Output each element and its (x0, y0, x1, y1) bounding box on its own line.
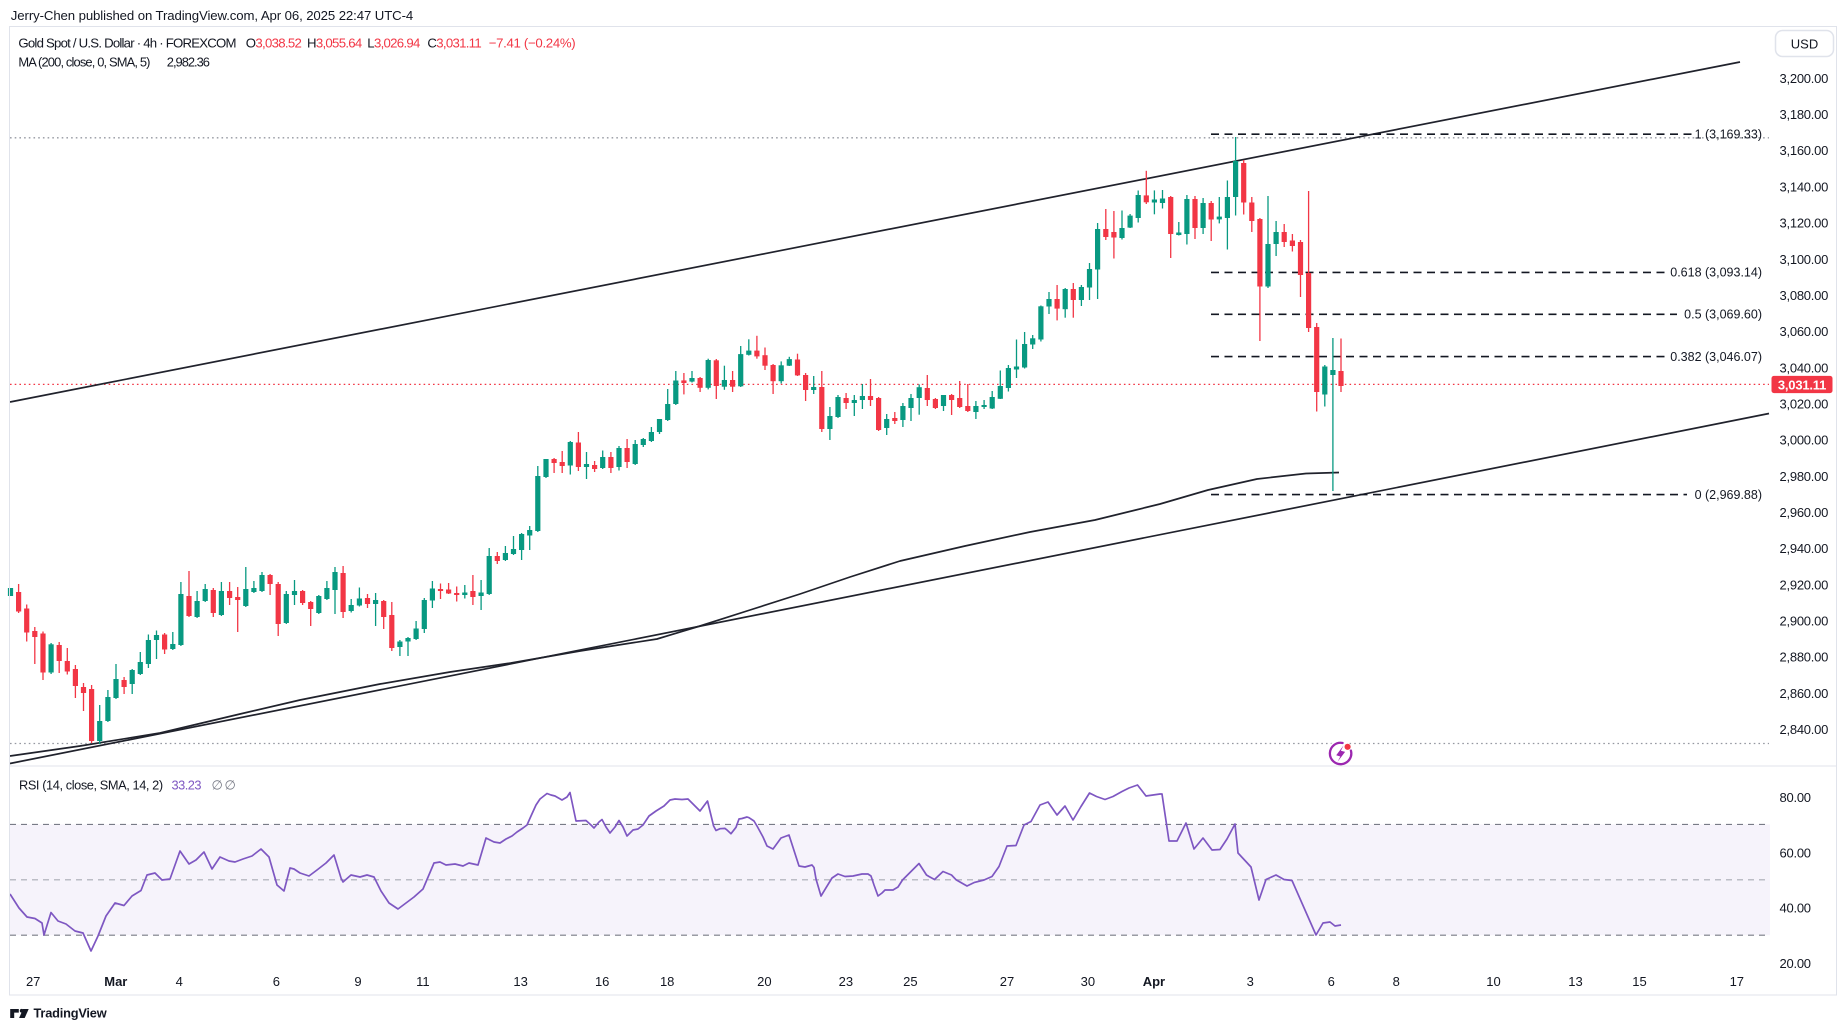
svg-text:27: 27 (1000, 974, 1014, 989)
svg-text:3,080.00: 3,080.00 (1780, 288, 1829, 303)
svg-text:3,100.00: 3,100.00 (1780, 252, 1829, 267)
svg-text:27: 27 (26, 974, 40, 989)
svg-text:2,980.00: 2,980.00 (1780, 469, 1829, 484)
svg-text:17: 17 (1730, 974, 1744, 989)
svg-text:2,880.00: 2,880.00 (1780, 650, 1829, 665)
svg-text:3,020.00: 3,020.00 (1780, 396, 1829, 411)
svg-text:4: 4 (176, 974, 183, 989)
svg-text:13: 13 (513, 974, 527, 989)
svg-text:2,840.00: 2,840.00 (1780, 722, 1829, 737)
svg-text:25: 25 (903, 974, 917, 989)
svg-text:L3,026.94: L3,026.94 (367, 35, 420, 50)
svg-text:33.23: 33.23 (172, 778, 202, 793)
svg-text:3: 3 (1247, 974, 1254, 989)
svg-text:18: 18 (660, 974, 674, 989)
svg-text:0.618 (3,093.14): 0.618 (3,093.14) (1670, 266, 1762, 280)
svg-text:20: 20 (757, 974, 771, 989)
svg-text:20.00: 20.00 (1780, 956, 1811, 971)
svg-text:6: 6 (1328, 974, 1335, 989)
svg-text:0.382 (3,046.07): 0.382 (3,046.07) (1670, 350, 1762, 364)
svg-text:23: 23 (839, 974, 853, 989)
svg-text:O3,038.52: O3,038.52 (246, 35, 302, 50)
svg-text:3,140.00: 3,140.00 (1780, 179, 1829, 194)
svg-text:3,120.00: 3,120.00 (1780, 216, 1829, 231)
svg-text:C3,031.11: C3,031.11 (427, 35, 481, 50)
svg-text:6: 6 (273, 974, 280, 989)
svg-text:−7.41 (−0.24%): −7.41 (−0.24%) (489, 35, 576, 50)
svg-text:2,860.00: 2,860.00 (1780, 686, 1829, 701)
svg-text:RSI (14, close, SMA, 14, 2): RSI (14, close, SMA, 14, 2) (19, 778, 163, 793)
svg-text:3,160.00: 3,160.00 (1780, 143, 1829, 158)
svg-text:15: 15 (1632, 974, 1646, 989)
svg-text:10: 10 (1486, 974, 1500, 989)
svg-text:∅: ∅ (212, 778, 223, 793)
svg-text:2,920.00: 2,920.00 (1780, 577, 1829, 592)
svg-text:2,982.36: 2,982.36 (167, 54, 210, 69)
svg-text:3,060.00: 3,060.00 (1780, 324, 1829, 339)
svg-text:∅: ∅ (225, 778, 236, 793)
svg-text:80.00: 80.00 (1780, 790, 1811, 805)
svg-text:2,900.00: 2,900.00 (1780, 614, 1829, 629)
svg-text:16: 16 (595, 974, 609, 989)
svg-text:H3,055.64: H3,055.64 (307, 35, 362, 50)
svg-text:USD: USD (1791, 36, 1818, 51)
svg-text:13: 13 (1568, 974, 1582, 989)
svg-text:Jerry-Chen published on Tradin: Jerry-Chen published on TradingView.com,… (11, 8, 413, 23)
svg-text:30: 30 (1081, 974, 1095, 989)
svg-text:1 (3,169.33): 1 (3,169.33) (1695, 127, 1762, 141)
svg-text:3,200.00: 3,200.00 (1780, 71, 1829, 86)
svg-text:3,040.00: 3,040.00 (1780, 360, 1829, 375)
svg-text:Mar: Mar (104, 974, 127, 989)
svg-text:2,940.00: 2,940.00 (1780, 541, 1829, 556)
svg-text:3,180.00: 3,180.00 (1780, 107, 1829, 122)
svg-text:9: 9 (354, 974, 361, 989)
svg-text:TradingView: TradingView (34, 1005, 107, 1020)
svg-text:11: 11 (416, 974, 430, 989)
svg-text:0 (2,969.88): 0 (2,969.88) (1695, 488, 1762, 502)
svg-text:8: 8 (1393, 974, 1400, 989)
svg-text:3,031.11: 3,031.11 (1778, 377, 1826, 392)
svg-text:Apr: Apr (1143, 974, 1165, 989)
svg-text:40.00: 40.00 (1780, 901, 1811, 916)
svg-text:Gold Spot / U.S. Dollar · 4h ·: Gold Spot / U.S. Dollar · 4h · FOREXCOM (18, 35, 235, 50)
svg-text:3,000.00: 3,000.00 (1780, 433, 1829, 448)
svg-text:2,960.00: 2,960.00 (1780, 505, 1829, 520)
svg-text:0.5 (3,069.60): 0.5 (3,069.60) (1684, 308, 1762, 322)
svg-text:60.00: 60.00 (1780, 845, 1811, 860)
svg-text:MA (200, close, 0, SMA, 5): MA (200, close, 0, SMA, 5) (18, 54, 150, 69)
